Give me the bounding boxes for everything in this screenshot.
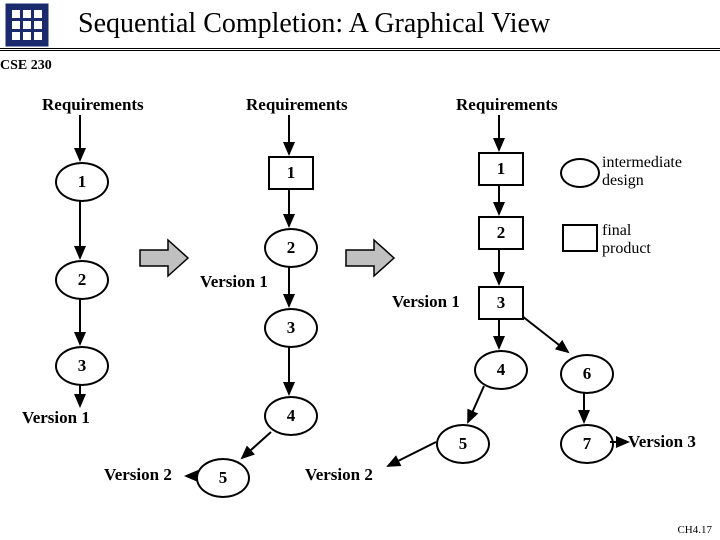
legend-shape-1 <box>562 224 598 252</box>
col1-node-4: 4 <box>264 396 318 436</box>
legend-shape-0 <box>560 158 600 188</box>
col0-node-3: 3 <box>55 346 109 386</box>
col1-version-label: Version 2 <box>104 465 172 485</box>
col1-node-2: 2 <box>264 228 318 268</box>
col2-node-5: 5 <box>436 424 490 464</box>
col2-node-2: 2 <box>478 216 524 250</box>
col2-node-3: 3 <box>478 286 524 320</box>
col0-version-label: Version 1 <box>22 408 90 428</box>
col2-header: Requirements <box>456 95 558 115</box>
col0-node-2: 2 <box>55 260 109 300</box>
col2-v2-label: Version 2 <box>305 465 373 485</box>
col2-node-1: 1 <box>478 152 524 186</box>
legend-text-1: final product <box>602 222 651 257</box>
col1-v1-label: Version 1 <box>200 272 268 292</box>
col1-node-5: 5 <box>196 458 250 498</box>
col2-version-label: Version 3 <box>628 432 696 452</box>
col2-v1-label: Version 1 <box>392 292 460 312</box>
col2-node-7: 7 <box>560 424 614 464</box>
col2-node-4: 4 <box>474 350 528 390</box>
col0-header: Requirements <box>42 95 144 115</box>
col1-node-3: 3 <box>264 308 318 348</box>
col2-node-6: 6 <box>560 354 614 394</box>
arrow-layer <box>0 0 720 540</box>
col1-header: Requirements <box>246 95 348 115</box>
col0-node-1: 1 <box>55 162 109 202</box>
legend-text-0: intermediate design <box>602 154 682 189</box>
col1-node-1: 1 <box>268 156 314 190</box>
